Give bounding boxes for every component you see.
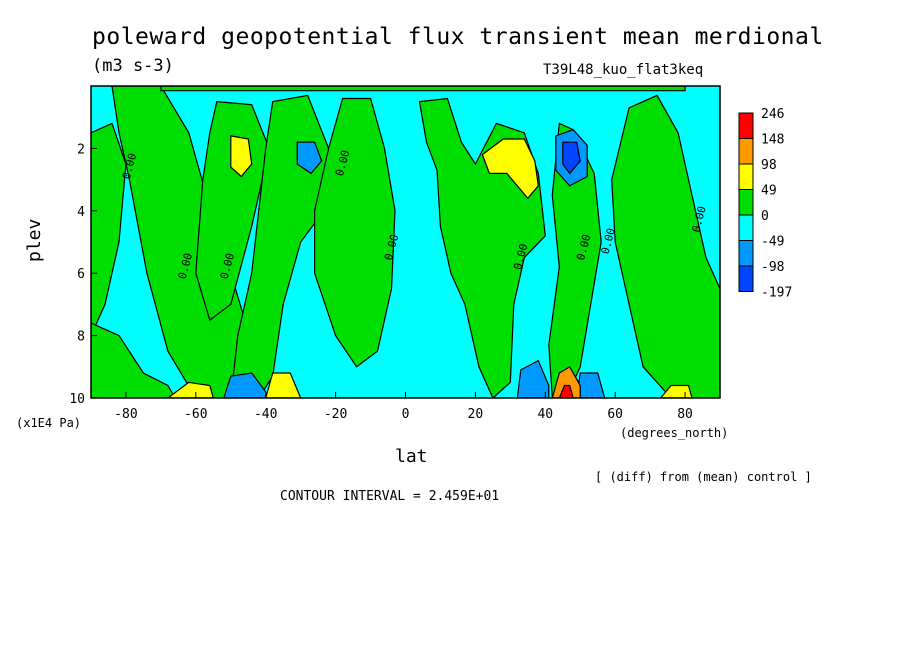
chart-units: (m3 s-3) [92,56,174,76]
field-region-blob-nh-lower-pos [551,365,581,398]
field-region-blob-np-lower-pos [659,384,693,398]
y-tick-label: 2 [77,142,85,157]
field-region-band-south-pole [91,122,127,336]
colorbar-label: -98 [761,260,784,275]
field-region-blob-nh-upper-pos [481,138,539,200]
field-region-blob-nh-lower-max [558,384,574,398]
field-region-blob-sh-lower-neg [223,372,267,398]
field-region-blob-sh-upper-neg [296,141,323,175]
colorbar-label: 49 [761,184,777,199]
field-region-blob-sh-lower-pos-a [265,372,302,398]
field-region-band-top-strip [160,86,686,92]
x-tick-label: 40 [537,407,553,422]
field-region-band-bottom-left [91,322,176,398]
colorbar-swatch [738,189,754,216]
colorbar-label: 246 [761,107,784,122]
colorbar-label: 148 [761,133,784,148]
diff-note: [ (diff) from (mean) control ] [595,470,812,484]
x-tick-label: 0 [402,407,410,422]
x-tick-label: -60 [184,407,207,422]
colorbar-swatch [738,240,754,267]
x-tick-label: -40 [254,407,277,422]
x-axis-label: lat [395,446,428,467]
colorbar-label: 0 [761,209,769,224]
colorbar-label: -49 [761,235,784,250]
field-region-blob-nh-lower-neg-b [576,372,606,398]
field-region-blob-sh-lower-pos-b [166,381,214,398]
y-axis-units: (x1E4 Pa) [16,416,82,430]
colorbar-swatch [738,265,754,292]
x-axis-units: (degrees_north) [620,426,729,440]
x-tick-label: 60 [607,407,623,422]
colorbar-swatch [738,163,754,190]
y-tick-label: 6 [77,267,85,282]
field-region-blob-nh-upper-neg-core [562,141,581,175]
x-tick-label: 80 [677,407,693,422]
contour-interval: CONTOUR INTERVAL = 2.459E+01 [280,489,500,504]
y-tick-label: 10 [69,392,85,407]
colorbar-swatch [738,112,754,139]
field-region-band-nh-polar [611,94,720,398]
colorbar-label: 98 [761,158,777,173]
y-tick-label: 4 [77,205,85,220]
field-region-band-tropical-sh [314,97,396,368]
colorbar-swatch [738,138,754,165]
y-axis-label: plev [24,218,45,262]
field-region-blob-sh-upper-pos [230,135,253,178]
y-tick-label: 8 [77,330,85,345]
x-tick-label: -20 [324,407,347,422]
field-region-blob-nh-lower-neg-a [516,359,550,398]
colorbar-label: -197 [761,286,792,301]
field-region-band-southern-mid [111,86,246,398]
chart-title: poleward geopotential flux transient mea… [92,24,824,50]
run-id: T39L48_kuo_flat3keq [543,62,704,78]
x-tick-label: 20 [468,407,484,422]
x-tick-label: -80 [114,407,137,422]
colorbar-swatch [738,214,754,241]
